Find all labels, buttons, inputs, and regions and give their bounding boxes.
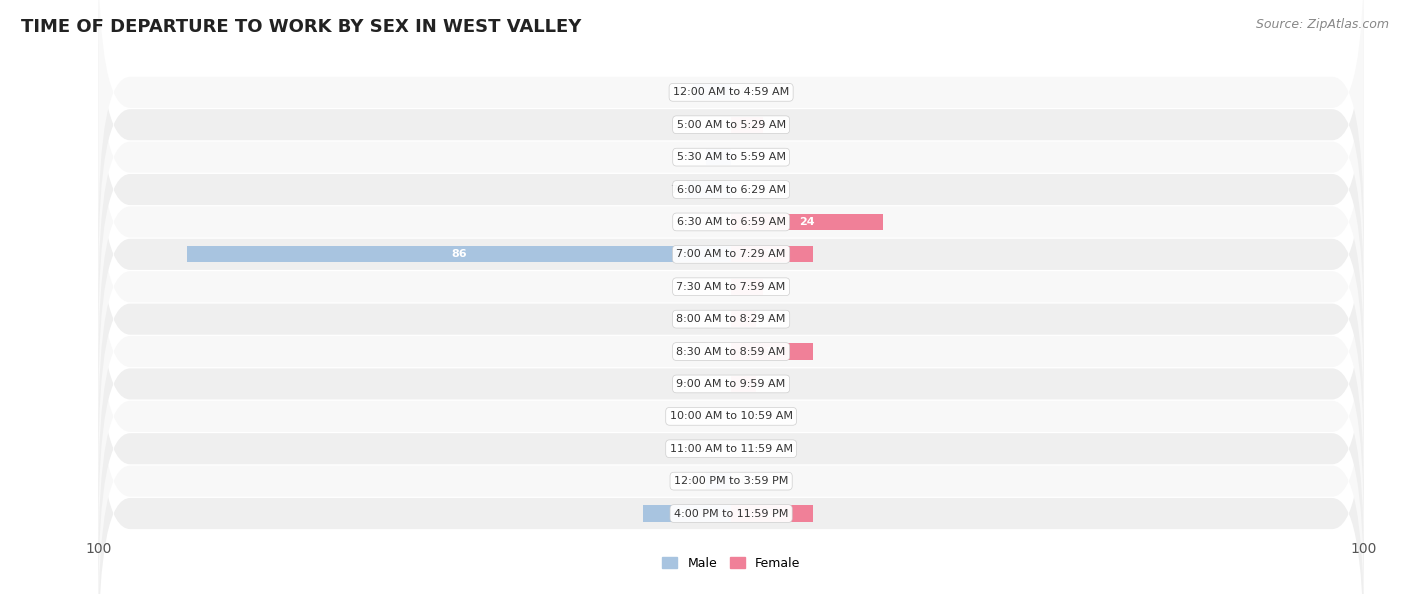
Bar bbox=[731, 505, 813, 522]
Text: 4:00 PM to 11:59 PM: 4:00 PM to 11:59 PM bbox=[673, 508, 789, 519]
Text: 0: 0 bbox=[741, 185, 748, 195]
Bar bbox=[731, 116, 762, 133]
Text: Source: ZipAtlas.com: Source: ZipAtlas.com bbox=[1256, 18, 1389, 31]
Text: 86: 86 bbox=[451, 249, 467, 260]
Text: 8:00 AM to 8:29 AM: 8:00 AM to 8:29 AM bbox=[676, 314, 786, 324]
Text: 0: 0 bbox=[741, 476, 748, 486]
Text: 5: 5 bbox=[772, 282, 779, 292]
Text: 0: 0 bbox=[714, 314, 721, 324]
Text: 0: 0 bbox=[714, 217, 721, 227]
Bar bbox=[731, 343, 813, 359]
Text: 0: 0 bbox=[714, 379, 721, 389]
FancyBboxPatch shape bbox=[98, 238, 1364, 530]
Text: 7:30 AM to 7:59 AM: 7:30 AM to 7:59 AM bbox=[676, 282, 786, 292]
Text: 0: 0 bbox=[741, 411, 748, 421]
Text: 0: 0 bbox=[741, 152, 748, 162]
FancyBboxPatch shape bbox=[98, 205, 1364, 498]
Text: 0: 0 bbox=[714, 346, 721, 356]
Text: 6:00 AM to 6:29 AM: 6:00 AM to 6:29 AM bbox=[676, 185, 786, 195]
Text: 7: 7 bbox=[671, 185, 678, 195]
Text: 4: 4 bbox=[689, 476, 696, 486]
Text: 9:00 AM to 9:59 AM: 9:00 AM to 9:59 AM bbox=[676, 379, 786, 389]
Bar bbox=[187, 247, 731, 263]
Bar bbox=[731, 311, 756, 327]
FancyBboxPatch shape bbox=[98, 43, 1364, 336]
Text: 0: 0 bbox=[714, 411, 721, 421]
Text: 11:00 AM to 11:59 AM: 11:00 AM to 11:59 AM bbox=[669, 444, 793, 454]
Text: 6:30 AM to 6:59 AM: 6:30 AM to 6:59 AM bbox=[676, 217, 786, 227]
Text: 6: 6 bbox=[676, 87, 683, 97]
Bar bbox=[643, 505, 731, 522]
Text: 5:00 AM to 5:29 AM: 5:00 AM to 5:29 AM bbox=[676, 120, 786, 129]
Text: 14: 14 bbox=[679, 508, 695, 519]
FancyBboxPatch shape bbox=[98, 302, 1364, 594]
FancyBboxPatch shape bbox=[98, 108, 1364, 401]
Bar bbox=[731, 247, 813, 263]
Bar bbox=[686, 181, 731, 198]
Bar bbox=[731, 214, 883, 230]
Text: 4: 4 bbox=[689, 152, 696, 162]
Bar bbox=[731, 279, 762, 295]
Text: 0: 0 bbox=[741, 87, 748, 97]
Text: 8:30 AM to 8:59 AM: 8:30 AM to 8:59 AM bbox=[676, 346, 786, 356]
Text: 12:00 PM to 3:59 PM: 12:00 PM to 3:59 PM bbox=[673, 476, 789, 486]
FancyBboxPatch shape bbox=[98, 140, 1364, 433]
Legend: Male, Female: Male, Female bbox=[658, 552, 804, 574]
Bar bbox=[706, 149, 731, 165]
Text: 5:30 AM to 5:59 AM: 5:30 AM to 5:59 AM bbox=[676, 152, 786, 162]
FancyBboxPatch shape bbox=[98, 270, 1364, 563]
Text: 7:00 AM to 7:29 AM: 7:00 AM to 7:29 AM bbox=[676, 249, 786, 260]
FancyBboxPatch shape bbox=[98, 367, 1364, 594]
Bar bbox=[706, 473, 731, 489]
FancyBboxPatch shape bbox=[98, 11, 1364, 304]
Bar bbox=[693, 84, 731, 100]
FancyBboxPatch shape bbox=[98, 334, 1364, 594]
Text: 0: 0 bbox=[714, 444, 721, 454]
FancyBboxPatch shape bbox=[98, 0, 1364, 239]
Text: 4: 4 bbox=[766, 379, 773, 389]
FancyBboxPatch shape bbox=[98, 173, 1364, 466]
Bar bbox=[731, 376, 756, 392]
FancyBboxPatch shape bbox=[98, 0, 1364, 271]
Text: 10:00 AM to 10:59 AM: 10:00 AM to 10:59 AM bbox=[669, 411, 793, 421]
Text: 4: 4 bbox=[766, 314, 773, 324]
FancyBboxPatch shape bbox=[98, 75, 1364, 368]
Text: 13: 13 bbox=[765, 346, 780, 356]
Text: 0: 0 bbox=[714, 282, 721, 292]
Text: 13: 13 bbox=[765, 249, 780, 260]
Text: 13: 13 bbox=[765, 508, 780, 519]
Text: 5: 5 bbox=[772, 120, 779, 129]
Text: 0: 0 bbox=[741, 444, 748, 454]
Text: 12:00 AM to 4:59 AM: 12:00 AM to 4:59 AM bbox=[673, 87, 789, 97]
Text: 0: 0 bbox=[714, 120, 721, 129]
Text: 24: 24 bbox=[799, 217, 815, 227]
Text: TIME OF DEPARTURE TO WORK BY SEX IN WEST VALLEY: TIME OF DEPARTURE TO WORK BY SEX IN WEST… bbox=[21, 18, 582, 36]
